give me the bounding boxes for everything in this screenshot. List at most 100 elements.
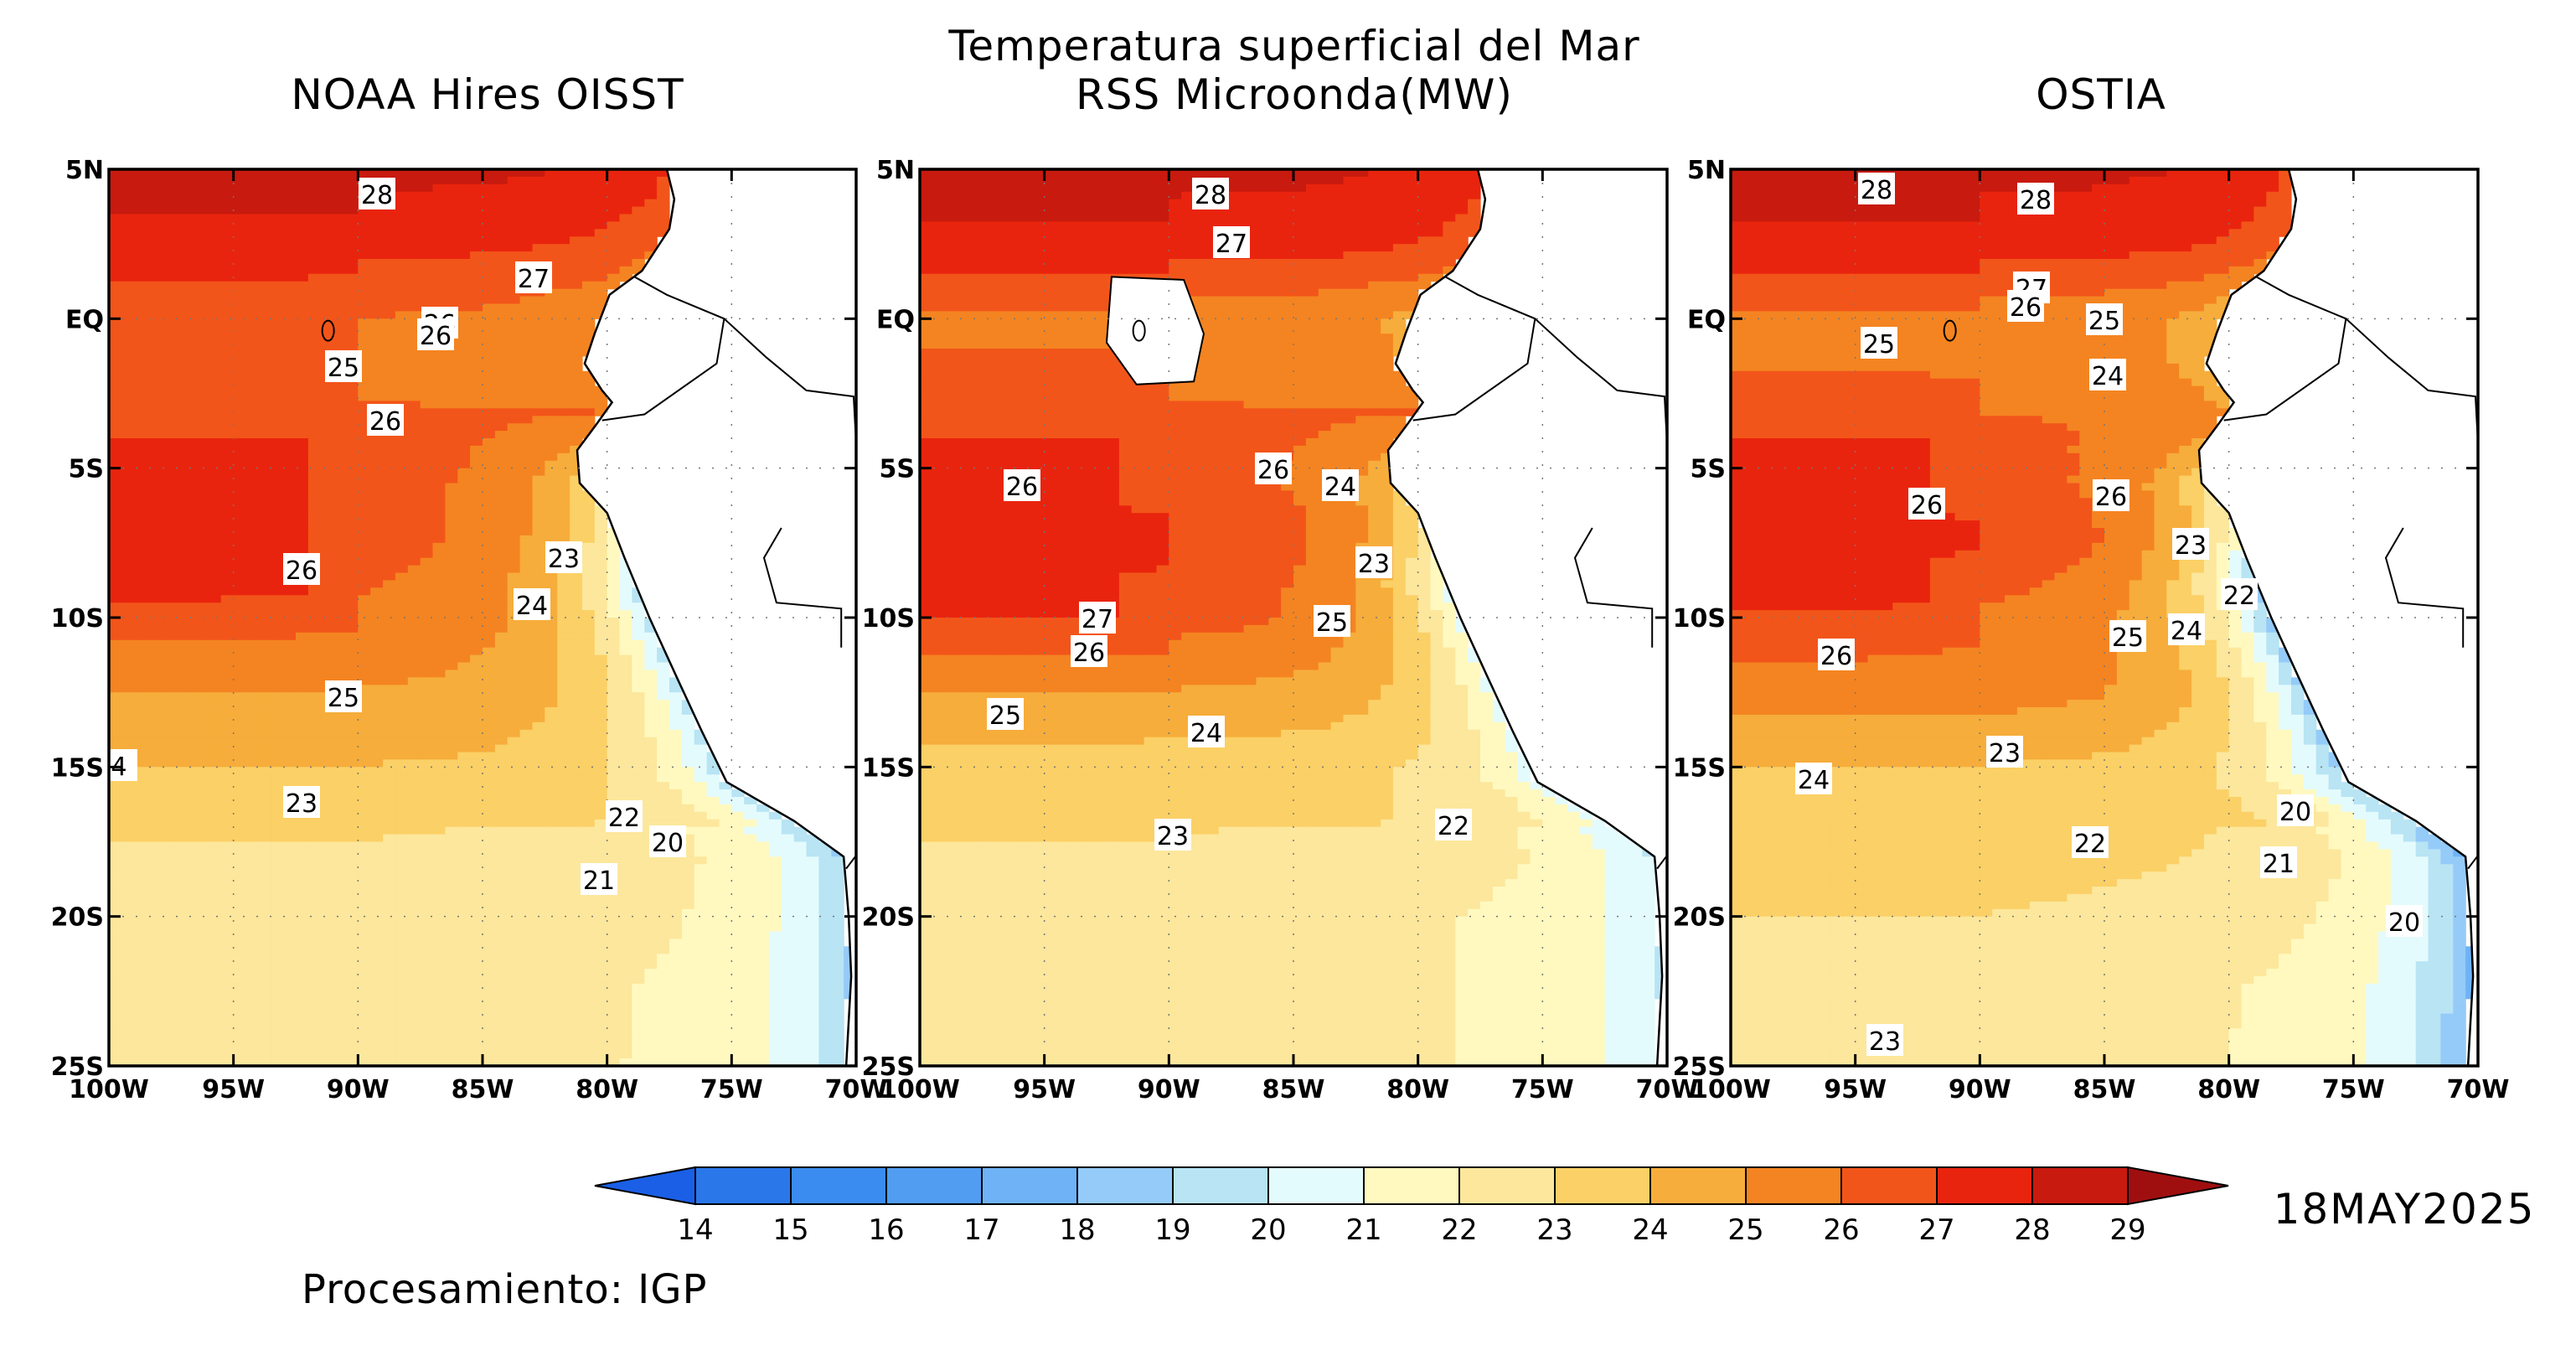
sst-cell xyxy=(208,759,222,768)
sst-cell xyxy=(470,169,483,178)
sst-cell xyxy=(545,610,558,618)
sst-cell xyxy=(644,176,658,185)
sst-cell xyxy=(171,811,184,820)
sst-cell xyxy=(545,363,558,372)
sst-cell xyxy=(307,961,322,970)
sst-cell xyxy=(320,916,334,925)
sst-cell xyxy=(220,520,235,529)
sst-cell xyxy=(519,893,534,902)
sst-cell xyxy=(494,393,508,401)
sst-cell xyxy=(445,670,458,678)
sst-cell xyxy=(432,618,446,626)
sst-cell xyxy=(470,954,483,962)
sst-cell xyxy=(271,654,284,664)
sst-cell xyxy=(420,273,434,282)
sst-cell xyxy=(258,639,271,649)
sst-cell xyxy=(407,303,421,312)
sst-cell xyxy=(133,273,147,282)
sst-cell xyxy=(283,288,297,297)
sst-cell xyxy=(320,639,334,649)
sst-cell xyxy=(345,229,359,237)
sst-cell xyxy=(196,841,209,850)
sst-cell xyxy=(532,385,545,395)
sst-cell xyxy=(146,251,160,260)
sst-cell xyxy=(296,692,309,701)
sst-cell xyxy=(657,677,670,685)
sst-cell xyxy=(744,804,757,813)
sst-cell xyxy=(781,931,795,939)
sst-cell xyxy=(370,244,384,252)
sst-cell xyxy=(581,931,596,939)
sst-cell xyxy=(245,236,259,245)
sst-cell xyxy=(171,169,184,178)
sst-cell xyxy=(395,782,409,790)
sst-cell xyxy=(133,370,147,380)
sst-cell xyxy=(581,737,596,746)
sst-cell xyxy=(133,677,147,685)
sst-cell xyxy=(320,528,334,536)
sst-cell xyxy=(669,804,683,813)
sst-cell xyxy=(532,692,545,701)
sst-cell xyxy=(133,288,147,297)
sst-cell xyxy=(307,363,322,372)
sst-cell xyxy=(470,184,483,193)
sst-cell xyxy=(133,632,147,641)
sst-cell xyxy=(370,618,384,626)
sst-cell xyxy=(258,887,271,895)
sst-cell xyxy=(420,879,434,887)
sst-cell xyxy=(457,266,471,275)
sst-cell xyxy=(532,221,545,230)
sst-cell xyxy=(407,856,421,865)
sst-cell xyxy=(233,349,247,357)
sst-cell xyxy=(370,565,384,574)
sst-cell xyxy=(420,370,434,380)
sst-cell xyxy=(296,244,309,252)
sst-cell xyxy=(545,603,558,611)
sst-cell xyxy=(233,864,247,872)
sst-cell xyxy=(570,303,583,312)
sst-cell xyxy=(109,692,122,701)
sst-cell xyxy=(220,721,235,731)
sst-cell xyxy=(146,639,160,649)
sst-cell xyxy=(258,624,271,634)
sst-cell xyxy=(519,811,534,820)
sst-cell xyxy=(420,483,434,491)
sst-cell xyxy=(756,908,770,918)
sst-cell xyxy=(358,961,371,970)
sst-cell xyxy=(158,879,172,887)
sst-cell xyxy=(445,864,458,872)
sst-cell xyxy=(607,535,621,544)
sst-cell xyxy=(320,714,334,723)
sst-cell xyxy=(296,490,309,499)
sst-cell xyxy=(121,685,135,693)
sst-cell xyxy=(483,714,496,723)
sst-cell xyxy=(494,580,508,588)
sst-cell xyxy=(283,445,297,454)
sst-cell xyxy=(333,789,347,798)
sst-cell xyxy=(395,475,409,484)
sst-cell xyxy=(570,528,583,536)
sst-cell xyxy=(694,729,708,738)
sst-cell xyxy=(208,811,222,820)
sst-cell xyxy=(283,737,297,746)
sst-cell xyxy=(519,550,534,559)
sst-cell xyxy=(581,288,596,297)
sst-cell xyxy=(258,893,271,902)
sst-cell xyxy=(470,789,483,798)
sst-cell xyxy=(756,923,770,933)
sst-cell xyxy=(545,169,558,178)
sst-cell xyxy=(307,707,322,716)
sst-cell xyxy=(320,416,334,424)
sst-cell xyxy=(756,811,770,820)
sst-cell xyxy=(570,662,583,670)
sst-cell xyxy=(507,184,521,193)
sst-cell xyxy=(831,901,844,910)
sst-cell xyxy=(307,692,322,701)
sst-cell xyxy=(158,438,172,447)
sst-cell xyxy=(133,363,147,372)
sst-cell xyxy=(545,296,558,305)
sst-cell xyxy=(271,969,284,977)
sst-cell xyxy=(109,401,122,409)
sst-cell xyxy=(171,700,184,708)
sst-cell xyxy=(507,528,521,536)
